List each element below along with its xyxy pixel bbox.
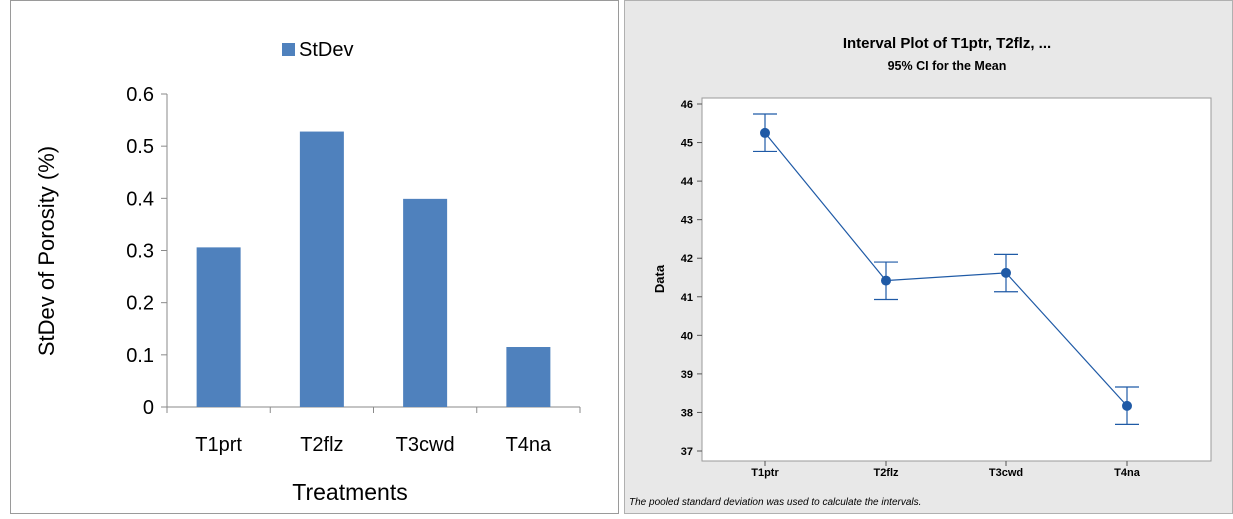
y-axis-title: Data <box>652 264 667 293</box>
y-tick-label: 38 <box>681 407 693 419</box>
x-axis-title: Treatments <box>292 479 407 505</box>
chart-subtitle: 95% CI for the Mean <box>888 59 1007 73</box>
x-tick-label: T3cwd <box>989 467 1023 479</box>
y-tick-label: 40 <box>681 330 693 342</box>
x-tick-label: T4na <box>506 434 552 456</box>
y-tick-label: 0.2 <box>126 293 154 315</box>
mean-point <box>760 127 770 138</box>
x-tick-label: T1prt <box>195 434 242 456</box>
mean-point <box>881 275 891 286</box>
legend: StDev <box>282 39 353 61</box>
y-tick-label: 46 <box>681 99 693 111</box>
chart-title: Interval Plot of T1ptr, T2flz, ... <box>843 35 1051 52</box>
y-tick-label: 44 <box>681 176 694 188</box>
y-tick-label: 37 <box>681 446 693 458</box>
footnote: The pooled standard deviation was used t… <box>629 497 921 508</box>
interval-T4na <box>1115 386 1139 425</box>
y-tick-label: 0.5 <box>126 136 154 158</box>
mean-point <box>1122 400 1132 411</box>
interval-plot-panel: Interval Plot of T1ptr, T2flz, ... 95% CI… <box>624 0 1233 514</box>
y-tick-label: 0 <box>143 397 154 419</box>
y-tick-label: 45 <box>681 138 693 150</box>
bar <box>506 347 551 407</box>
mean-connect-line <box>764 132 1128 407</box>
legend-label: StDev <box>299 39 353 61</box>
x-tick-label: T4na <box>1114 467 1141 479</box>
y-tick-label: 42 <box>681 253 693 265</box>
bar <box>299 131 344 407</box>
y-tick-label: 43 <box>681 215 693 227</box>
stdev-bar-chart: StDev 0 0.1 0.2 0.3 0.4 0.5 0.6 T1prt T2flz T3cwd T… <box>10 0 619 514</box>
y-tick-label: 0.4 <box>126 188 154 210</box>
legend-swatch <box>282 43 295 56</box>
stdev-bar-chart-panel: StDev 0 0.1 0.2 0.3 0.4 0.5 0.6 T1prt T2flz T3cwd T… <box>10 0 619 514</box>
mean-point <box>1001 267 1011 278</box>
y-tick-label: 41 <box>681 292 693 304</box>
plot-area <box>701 97 1212 462</box>
bar <box>196 247 241 407</box>
interval-T1ptr <box>753 113 777 153</box>
y-tick-label: 0.3 <box>126 241 154 263</box>
y-tick-label: 39 <box>681 369 693 381</box>
x-tick-label: T2flz <box>873 467 899 479</box>
interval-plot: Interval Plot of T1ptr, T2flz, ... 95% CI… <box>624 0 1233 514</box>
y-tick-label: 0.6 <box>126 84 154 106</box>
bar <box>403 198 448 407</box>
interval-T3cwd <box>994 253 1018 293</box>
x-tick-label: T3cwd <box>396 434 455 456</box>
y-tick-label: 0.1 <box>126 345 154 367</box>
x-tick-label: T1ptr <box>751 467 779 479</box>
interval-T2flz <box>874 261 898 301</box>
y-axis-title: StDev of Porosity (%) <box>34 146 59 356</box>
x-tick-label: T2flz <box>300 434 343 456</box>
